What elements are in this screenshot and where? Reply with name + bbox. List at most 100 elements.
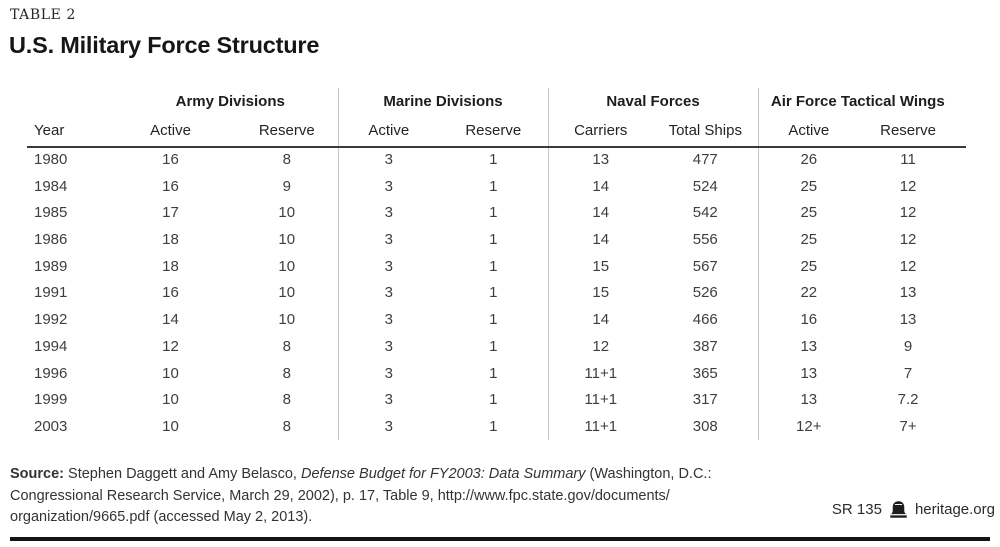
value-cell: 10 xyxy=(162,391,179,409)
value-cell: 18 xyxy=(162,257,179,275)
value-cell: 556 xyxy=(692,231,718,249)
value-cell: 25 xyxy=(757,172,860,200)
value-cell: 13 xyxy=(757,333,860,360)
year-cell: 1985 xyxy=(34,204,68,222)
value-cell: 13 xyxy=(547,146,654,173)
value-cell: 12 xyxy=(162,337,179,355)
value-cell: 365 xyxy=(692,364,718,382)
page-title: U.S. Military Force Structure xyxy=(9,32,320,58)
header-rule xyxy=(27,146,966,148)
value-cell: 3 xyxy=(337,252,439,280)
value-cell: 1 xyxy=(489,337,498,355)
value-cell: 11+1 xyxy=(547,386,654,414)
value-cell: 14 xyxy=(547,172,654,200)
col-header-marine-active: Active xyxy=(337,114,439,146)
year-cell: 1994 xyxy=(34,337,68,355)
value-cell: 8 xyxy=(282,418,291,436)
year-cell: 1989 xyxy=(34,257,68,275)
table-row: 1996 10 8 3 1 11+1 365 13 7 xyxy=(10,359,957,387)
value-cell: 3 xyxy=(337,413,439,440)
value-cell: 1 xyxy=(489,391,498,409)
group-header-marine: Marine Divisions xyxy=(337,88,549,114)
value-cell: 1 xyxy=(489,257,498,275)
value-cell: 8 xyxy=(282,364,291,382)
source-line-3: organization/9665.pdf (accessed May 2, 2… xyxy=(10,509,313,525)
value-cell: 526 xyxy=(692,284,718,302)
value-cell: 14 xyxy=(162,311,179,329)
value-cell: 14 xyxy=(547,199,654,227)
source-note: Source: Stephen Daggett and Amy Belasco,… xyxy=(10,464,730,529)
col-header-army-active: Active xyxy=(150,121,191,139)
value-cell: 10 xyxy=(162,418,179,436)
col-header-marine-reserve: Reserve xyxy=(465,121,522,139)
table-row: 1985 17 10 3 1 14 542 25 12 xyxy=(10,199,957,227)
year-cell: 1984 xyxy=(34,177,68,195)
value-cell: 13 xyxy=(899,284,917,302)
col-header-af-reserve: Reserve xyxy=(880,121,936,139)
value-cell: 10 xyxy=(278,284,296,302)
col-header-year: Year xyxy=(34,121,65,139)
table-row: 1989 18 10 3 1 15 567 25 12 xyxy=(10,252,957,280)
value-cell: 7.2 xyxy=(897,391,919,409)
value-cell: 10 xyxy=(278,311,296,329)
table-row: 1980 16 8 3 1 13 477 26 11 xyxy=(10,146,957,173)
table-body: 1980 16 8 3 1 13 477 26 11 1984 16 9 3 1 14 524 25 12 1985… xyxy=(10,146,957,440)
value-cell: 10 xyxy=(278,231,296,249)
value-cell: 387 xyxy=(692,337,718,355)
value-cell: 12 xyxy=(899,257,917,275)
value-cell: 3 xyxy=(337,279,439,307)
value-cell: 9 xyxy=(282,177,291,195)
value-cell: 542 xyxy=(692,204,718,222)
report-id: SR 135 xyxy=(831,500,882,518)
source-label: Source: xyxy=(10,466,64,482)
value-cell: 26 xyxy=(757,146,860,173)
table-kicker: TABLE 2 xyxy=(10,7,77,23)
value-cell: 8 xyxy=(282,337,291,355)
value-cell: 567 xyxy=(692,257,718,275)
value-cell: 13 xyxy=(757,386,860,414)
value-cell: 317 xyxy=(692,391,718,409)
value-cell: 14 xyxy=(547,226,654,253)
value-cell: 9 xyxy=(903,337,913,355)
value-cell: 1 xyxy=(489,204,498,222)
value-cell: 3 xyxy=(337,172,439,200)
table-row: 1994 12 8 3 1 12 387 13 9 xyxy=(10,333,957,360)
year-cell: 1999 xyxy=(34,391,68,409)
table-row: 2003 10 8 3 1 11+1 308 12+ 7+ xyxy=(10,413,957,440)
value-cell: 11+1 xyxy=(547,413,654,440)
value-cell: 13 xyxy=(899,311,917,329)
group-header-row: Army Divisions Marine Divisions Naval Fo… xyxy=(10,88,958,114)
value-cell: 3 xyxy=(337,333,439,360)
table-row: 1992 14 10 3 1 14 466 16 13 xyxy=(10,306,957,334)
source-authors: Stephen Daggett and Amy Belasco, xyxy=(64,466,301,482)
heritage-bell-icon xyxy=(890,500,907,518)
group-header-naval: Naval Forces xyxy=(547,88,759,114)
value-cell: 3 xyxy=(337,226,439,253)
value-cell: 18 xyxy=(162,231,179,249)
value-cell: 12 xyxy=(899,204,917,222)
force-structure-table: Army Divisions Marine Divisions Naval Fo… xyxy=(10,88,958,440)
value-cell: 466 xyxy=(692,311,718,329)
footer-rule xyxy=(10,537,990,541)
table-row: 1986 18 10 3 1 14 556 25 12 xyxy=(10,226,957,253)
value-cell: 15 xyxy=(547,252,654,280)
value-cell: 8 xyxy=(282,391,291,409)
group-header-spacer xyxy=(10,88,105,114)
value-cell: 1 xyxy=(489,311,498,329)
value-cell: 12 xyxy=(899,231,917,249)
value-cell: 22 xyxy=(757,279,860,307)
source-publisher: (Washington, D.C.: xyxy=(585,466,712,482)
year-cell: 1986 xyxy=(34,231,68,249)
footer-brand: SR 135 heritage.org xyxy=(832,497,995,521)
value-cell: 16 xyxy=(162,284,179,302)
value-cell: 1 xyxy=(489,284,498,302)
source-line-2: Congressional Research Service, March 29… xyxy=(10,487,670,504)
value-cell: 14 xyxy=(547,306,654,334)
value-cell: 11 xyxy=(900,150,916,168)
value-cell: 17 xyxy=(162,204,179,222)
value-cell: 15 xyxy=(547,279,654,307)
source-work-title: Defense Budget for FY2003: Data Summary xyxy=(300,466,586,482)
value-cell: 524 xyxy=(692,177,718,195)
value-cell: 8 xyxy=(282,150,291,168)
value-cell: 12+ xyxy=(757,413,860,440)
